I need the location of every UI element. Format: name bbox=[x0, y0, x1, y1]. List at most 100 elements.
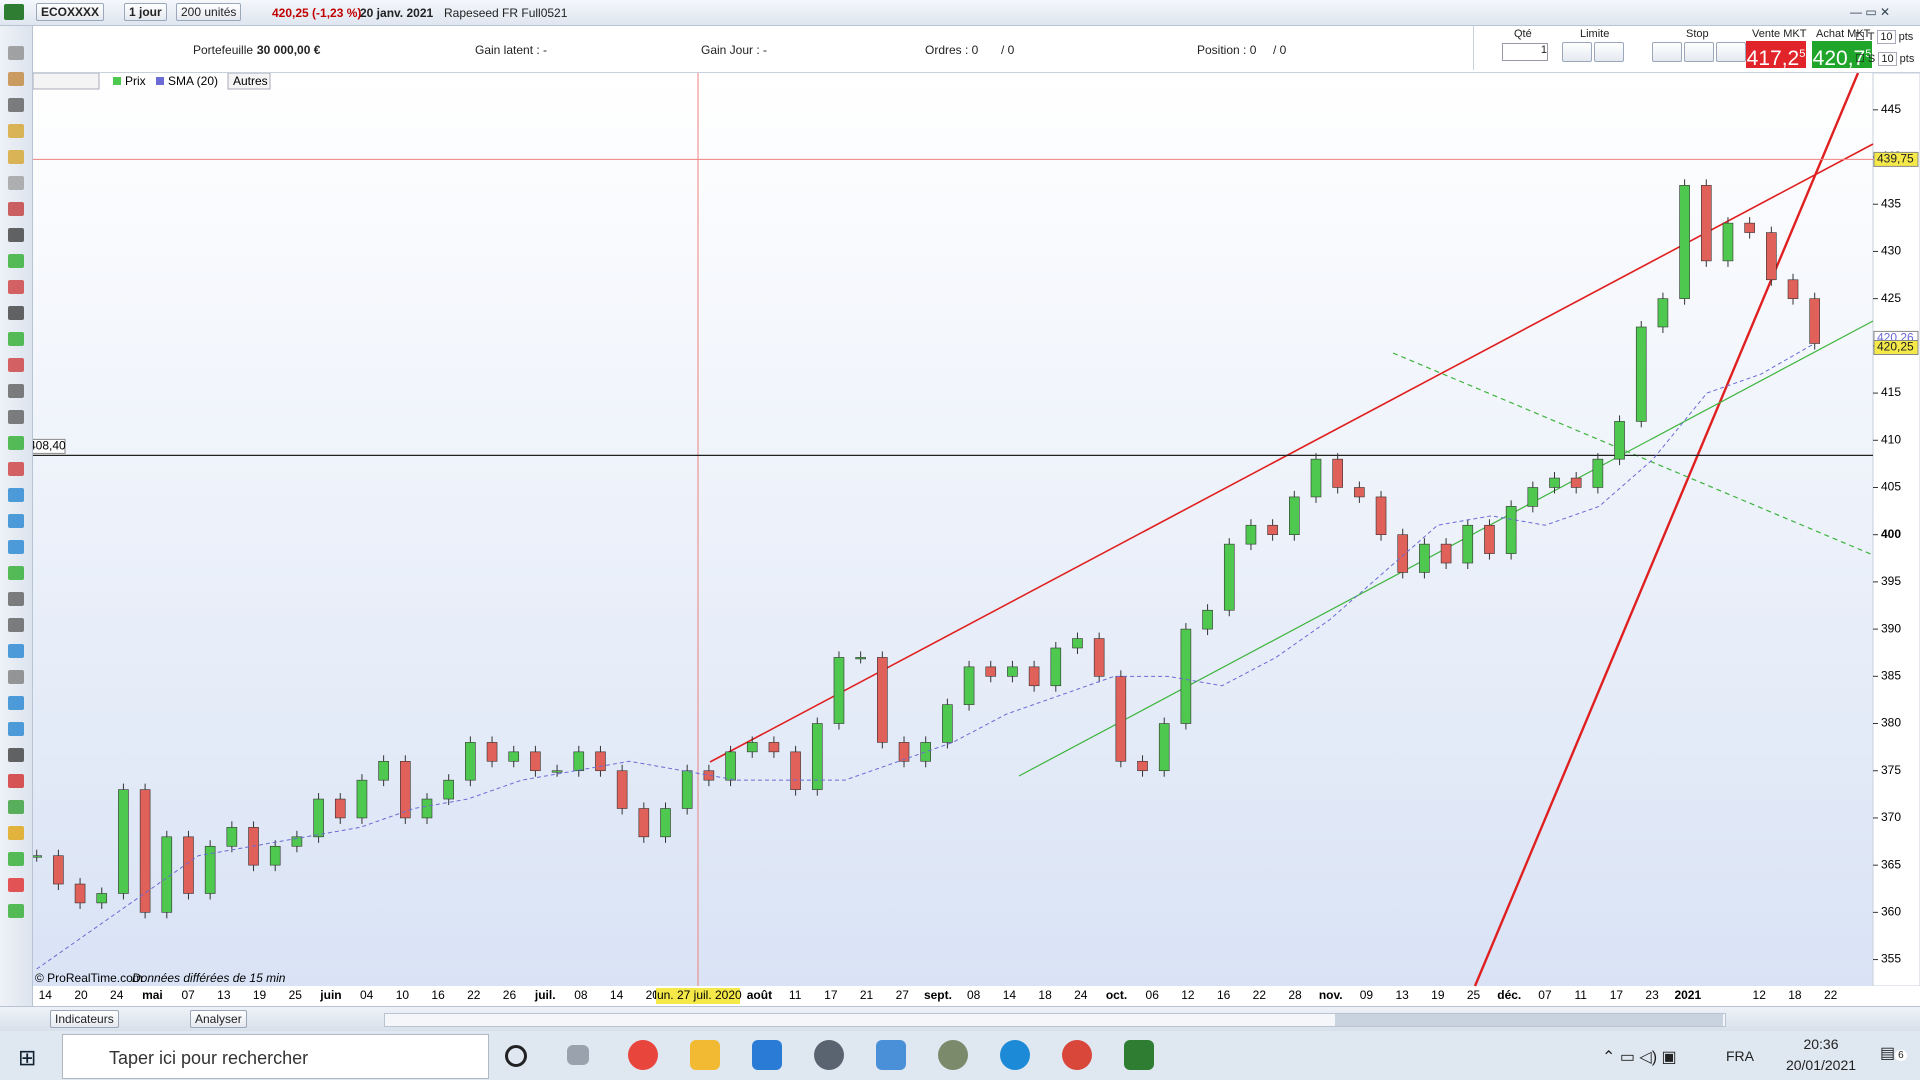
drawing-tool[interactable] bbox=[8, 228, 24, 242]
drawing-tool[interactable] bbox=[8, 176, 24, 190]
x-tick-label: 07 bbox=[181, 988, 195, 1002]
candle bbox=[1180, 628, 1192, 724]
sell-button[interactable]: 417,25 bbox=[1746, 41, 1806, 70]
mail[interactable] bbox=[752, 1040, 782, 1070]
stop-2[interactable] bbox=[1684, 42, 1714, 62]
x-tick-label: 10 bbox=[396, 988, 410, 1002]
qty-input[interactable]: 1 bbox=[1502, 43, 1548, 61]
drawing-tool[interactable] bbox=[8, 878, 24, 892]
scrollbar[interactable] bbox=[384, 1013, 1726, 1027]
language[interactable]: FRA bbox=[1726, 1048, 1754, 1064]
drawing-tool[interactable] bbox=[8, 306, 24, 320]
analyze-button[interactable]: Analyser bbox=[190, 1010, 247, 1028]
trend-line[interactable] bbox=[1473, 73, 1860, 987]
period-select[interactable]: 1 jour bbox=[124, 3, 167, 21]
app[interactable] bbox=[876, 1040, 906, 1070]
candle bbox=[204, 845, 216, 894]
drawing-tool[interactable] bbox=[8, 826, 24, 840]
app[interactable] bbox=[938, 1040, 968, 1070]
instrument-select[interactable]: ECOXXXX bbox=[36, 3, 105, 21]
drawing-tool[interactable] bbox=[8, 852, 24, 866]
x-tick-label: juin bbox=[319, 988, 341, 1002]
crosshair-label: lun. 27 juil. 2020 bbox=[654, 988, 742, 1002]
units-select[interactable]: 200 unités bbox=[176, 3, 242, 21]
candle bbox=[33, 855, 43, 858]
notifications[interactable]: ▤ 6 bbox=[1880, 1043, 1907, 1063]
drawing-tool[interactable] bbox=[8, 618, 24, 632]
explorer[interactable] bbox=[690, 1040, 720, 1070]
search-box[interactable]: Taper ici pour rechercher bbox=[62, 1034, 489, 1079]
buy-button[interactable]: 420,75 bbox=[1812, 41, 1872, 70]
drawing-tool[interactable] bbox=[8, 774, 24, 788]
chrome[interactable] bbox=[628, 1040, 658, 1070]
candle bbox=[1809, 298, 1820, 344]
drawing-tool[interactable] bbox=[8, 904, 24, 918]
chart-legend: Prix SMA (20) Autres bbox=[33, 73, 271, 90]
trend-line[interactable] bbox=[1392, 352, 1874, 556]
t-option[interactable]: ☐ T 10 pts bbox=[1855, 30, 1914, 44]
edge[interactable] bbox=[1000, 1040, 1030, 1070]
candle bbox=[833, 657, 845, 724]
drawing-tool[interactable] bbox=[8, 280, 24, 294]
task-view[interactable] bbox=[567, 1045, 589, 1065]
drawing-tool[interactable] bbox=[8, 150, 24, 164]
indicators-button[interactable]: Indicateurs bbox=[50, 1010, 119, 1028]
legend-swatch bbox=[113, 77, 121, 85]
drawing-tool[interactable] bbox=[8, 670, 24, 684]
drawing-tool[interactable] bbox=[8, 72, 24, 86]
y-tick-label: 410 bbox=[1881, 432, 1901, 446]
stop-1[interactable] bbox=[1652, 42, 1682, 62]
t-points[interactable]: 10 bbox=[1877, 30, 1896, 44]
x-tick-label: 17 bbox=[1610, 988, 1624, 1002]
tray-icons[interactable]: ⌃ ▭ ◁) ▣ bbox=[1602, 1049, 1677, 1066]
trend-line[interactable] bbox=[709, 143, 1874, 763]
cortana[interactable] bbox=[505, 1045, 527, 1067]
prorealtime[interactable] bbox=[1124, 1040, 1154, 1070]
x-tick-label: oct. bbox=[1106, 988, 1127, 1002]
drawing-tool[interactable] bbox=[8, 46, 24, 60]
drawing-tool[interactable] bbox=[8, 514, 24, 528]
other-button[interactable] bbox=[227, 73, 271, 90]
drawing-tool[interactable] bbox=[8, 202, 24, 216]
candle bbox=[1354, 487, 1365, 498]
candle bbox=[291, 836, 303, 847]
clock-time[interactable]: 20:36 bbox=[1803, 1036, 1839, 1052]
drawing-tool[interactable] bbox=[8, 124, 24, 138]
clock-date[interactable]: 20/01/2021 bbox=[1785, 1057, 1857, 1073]
start-button[interactable]: ⊞ bbox=[18, 1045, 37, 1070]
s-points[interactable]: 10 bbox=[1878, 52, 1897, 66]
drawing-tool[interactable] bbox=[8, 488, 24, 502]
drawing-tool[interactable] bbox=[8, 592, 24, 606]
drawing-tool[interactable] bbox=[8, 332, 24, 346]
app[interactable] bbox=[1062, 1040, 1092, 1070]
drawing-tool[interactable] bbox=[8, 696, 24, 710]
limit-buy[interactable] bbox=[1562, 42, 1592, 62]
window-controls[interactable]: — ▭ ✕ bbox=[1850, 5, 1891, 19]
drawing-tool[interactable] bbox=[8, 800, 24, 814]
candle bbox=[96, 893, 108, 904]
drawing-tool[interactable] bbox=[8, 540, 24, 554]
drawing-tool[interactable] bbox=[8, 566, 24, 580]
settings[interactable] bbox=[814, 1040, 844, 1070]
drawing-tool[interactable] bbox=[8, 254, 24, 268]
scroll-thumb[interactable] bbox=[1335, 1014, 1723, 1026]
drawing-tool[interactable] bbox=[8, 722, 24, 736]
drawing-tool[interactable] bbox=[8, 436, 24, 450]
drawing-tool[interactable] bbox=[8, 410, 24, 424]
drawing-tool[interactable] bbox=[8, 98, 24, 112]
s-option[interactable]: ☐ S 10 pts bbox=[1855, 52, 1915, 66]
x-tick-label: 20 bbox=[74, 988, 88, 1002]
search-placeholder: Taper ici pour rechercher bbox=[109, 1048, 309, 1068]
candle bbox=[1397, 534, 1409, 573]
limit-sell[interactable] bbox=[1594, 42, 1624, 62]
drawing-tool[interactable] bbox=[8, 748, 24, 762]
drawing-tool[interactable] bbox=[8, 644, 24, 658]
candle bbox=[963, 666, 975, 705]
copyright: © ProRealTime.com bbox=[35, 971, 143, 985]
stop-3[interactable] bbox=[1716, 42, 1746, 62]
drawing-tool[interactable] bbox=[8, 384, 24, 398]
legend-buttons[interactable] bbox=[33, 73, 100, 90]
x-tick-label: 11 bbox=[789, 988, 802, 1002]
drawing-tool[interactable] bbox=[8, 462, 24, 476]
drawing-tool[interactable] bbox=[8, 358, 24, 372]
